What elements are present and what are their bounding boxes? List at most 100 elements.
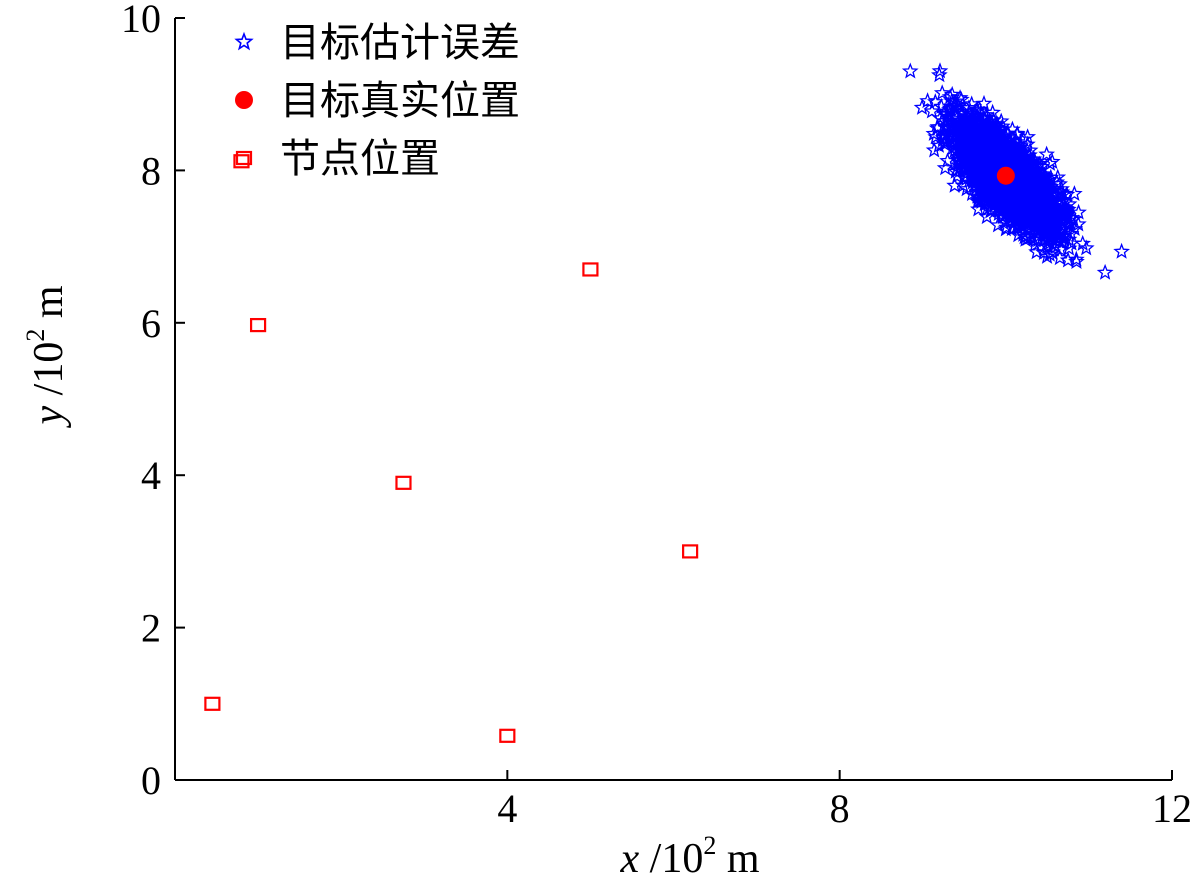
star-point xyxy=(933,84,951,101)
star-point xyxy=(1038,145,1055,162)
star-point xyxy=(957,136,975,153)
star-point xyxy=(1010,226,1027,243)
x-tick-label: 12 xyxy=(1152,786,1192,831)
star-point xyxy=(1113,242,1130,259)
star-point xyxy=(1012,158,1030,174)
x-axis-label: x /102 m xyxy=(620,831,760,882)
star-point xyxy=(1033,157,1050,174)
target-point xyxy=(996,166,1015,185)
star-point xyxy=(969,130,987,147)
star-point xyxy=(996,140,1013,157)
star-point xyxy=(1074,234,1092,251)
star-point xyxy=(944,139,961,156)
y-axis-label: y /102 m xyxy=(21,285,72,428)
star-point xyxy=(1038,180,1056,196)
star-point xyxy=(969,115,987,132)
star-point xyxy=(1026,153,1044,170)
node-point xyxy=(499,728,516,743)
star-point xyxy=(936,112,954,129)
legend-label: 节点位置 xyxy=(280,136,440,182)
star-point xyxy=(1029,200,1047,217)
star-point xyxy=(1018,184,1036,201)
star-point xyxy=(950,141,968,158)
star-point xyxy=(1033,172,1050,189)
star-point xyxy=(957,113,975,130)
star-point xyxy=(930,136,948,153)
star-point xyxy=(976,194,994,211)
legend-item: 节点位置 xyxy=(235,136,440,182)
star-point xyxy=(1077,239,1095,256)
star-point xyxy=(1029,231,1047,248)
node-point xyxy=(204,696,221,711)
star-point xyxy=(1096,263,1114,280)
axes-layer: 4 8 12 0 2 4 6 8 10 x /102 m y /102 m xyxy=(21,0,1192,882)
star-point xyxy=(963,150,981,167)
star-point xyxy=(972,174,990,191)
x-tick-label: 4 xyxy=(497,786,517,831)
star-point xyxy=(1027,156,1045,173)
star-point xyxy=(1045,216,1063,233)
star-point xyxy=(1027,171,1045,188)
star-point xyxy=(956,141,974,158)
legend-label: 目标估计误差 xyxy=(280,20,520,66)
node-point xyxy=(249,317,267,333)
x-tick-label: 8 xyxy=(830,786,850,831)
star-point xyxy=(978,137,996,153)
star-point xyxy=(1066,220,1084,237)
star-point xyxy=(1049,186,1066,203)
star-point xyxy=(1019,188,1036,205)
star-point xyxy=(963,95,981,112)
star-point xyxy=(984,180,1002,197)
star-point xyxy=(978,109,996,126)
series-circle xyxy=(996,166,1015,185)
legend-item: 目标估计误差 xyxy=(234,20,520,66)
legend-square-marker xyxy=(235,150,253,166)
star-point xyxy=(1001,189,1018,206)
star-point xyxy=(1002,208,1020,225)
star-point xyxy=(1068,252,1085,269)
star-point xyxy=(931,62,949,79)
star-point xyxy=(977,131,994,148)
y-tick-label: 8 xyxy=(141,148,161,193)
star-point xyxy=(1008,125,1026,142)
star-point xyxy=(983,115,1001,132)
star-point xyxy=(992,112,1010,129)
star-point xyxy=(1041,228,1059,245)
star-point xyxy=(1068,250,1085,267)
star-point xyxy=(901,62,919,79)
star-point xyxy=(957,126,975,143)
star-point xyxy=(936,125,953,142)
star-point xyxy=(1048,173,1066,190)
star-point xyxy=(1043,153,1061,169)
legend-item: 目标真实位置 xyxy=(235,78,520,124)
star-point xyxy=(1053,190,1070,207)
star-point xyxy=(936,159,954,176)
star-point xyxy=(1051,249,1069,266)
star-point xyxy=(949,151,967,167)
star-point xyxy=(995,129,1013,146)
star-point xyxy=(939,108,956,125)
star-point xyxy=(938,133,955,150)
star-point xyxy=(1031,186,1048,203)
star-point xyxy=(970,189,987,206)
star-point xyxy=(1034,201,1052,218)
series-star xyxy=(901,62,1130,280)
star-point xyxy=(947,107,964,124)
star-point xyxy=(968,162,986,179)
star-point xyxy=(988,200,1006,216)
star-point xyxy=(1021,141,1039,158)
scatter-layer xyxy=(204,62,1130,743)
node-point xyxy=(395,475,412,490)
star-point xyxy=(947,162,965,179)
star-point xyxy=(969,192,987,209)
star-point xyxy=(1029,220,1047,236)
star-point xyxy=(997,150,1014,167)
star-point xyxy=(1057,205,1075,222)
star-point xyxy=(960,147,977,164)
star-point xyxy=(1028,221,1046,238)
star-point xyxy=(1019,128,1037,145)
star-point xyxy=(1038,237,1056,254)
